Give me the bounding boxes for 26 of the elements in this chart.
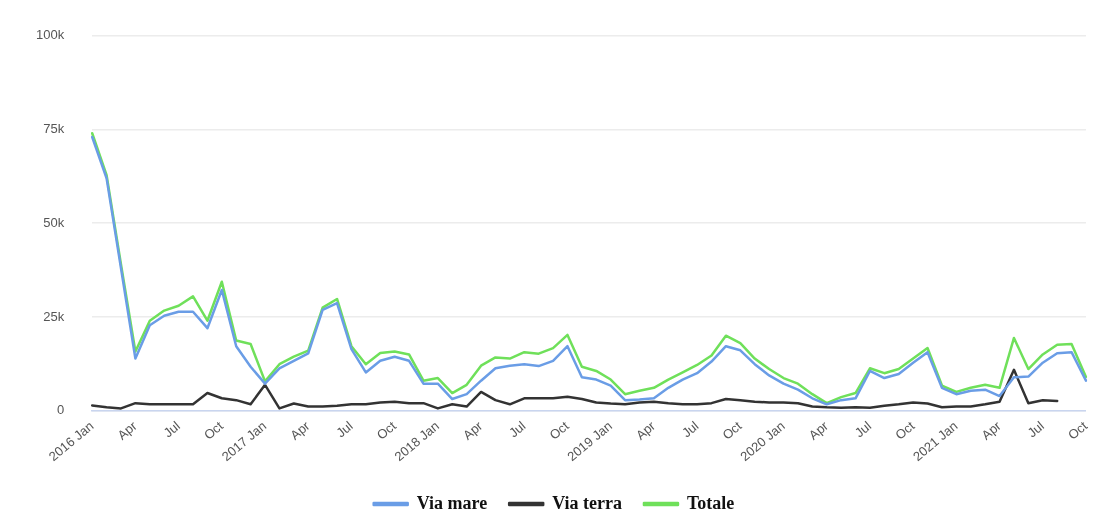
x-tick-label: Oct	[892, 417, 918, 443]
x-tick-label: Oct	[546, 417, 572, 443]
x-tick-label: Jul	[678, 418, 702, 441]
legend-label: Via terra	[552, 492, 622, 513]
x-tick-label: Apr	[114, 417, 141, 443]
x-tick-label: Jul	[851, 418, 875, 441]
x-tick-label: Apr	[460, 417, 486, 443]
x-tick-label: Oct	[373, 417, 400, 443]
x-tick-label: Oct	[200, 417, 227, 443]
x-tick-label: Apr	[805, 417, 832, 443]
x-tick-label: Jul	[506, 418, 529, 441]
y-tick-label: 75k	[43, 121, 65, 137]
x-tick-label: Apr	[978, 417, 1005, 443]
y-tick-label: 50k	[43, 214, 65, 230]
legend-label: Totale	[686, 492, 735, 513]
x-tick-label: Oct	[1065, 417, 1091, 443]
x-tick-label: Jul	[160, 418, 183, 441]
legend-label: Via mare	[416, 492, 488, 513]
x-tick-label: Apr	[287, 417, 313, 443]
y-tick-label: 25k	[43, 308, 65, 324]
x-tick-label: Jul	[1024, 418, 1048, 441]
x-tick-label: Jul	[333, 418, 356, 441]
x-tick-label: Oct	[719, 417, 745, 443]
y-tick-label: 0	[56, 402, 65, 418]
x-tick-label: Apr	[632, 417, 659, 443]
y-tick-label: 100k	[35, 27, 65, 43]
